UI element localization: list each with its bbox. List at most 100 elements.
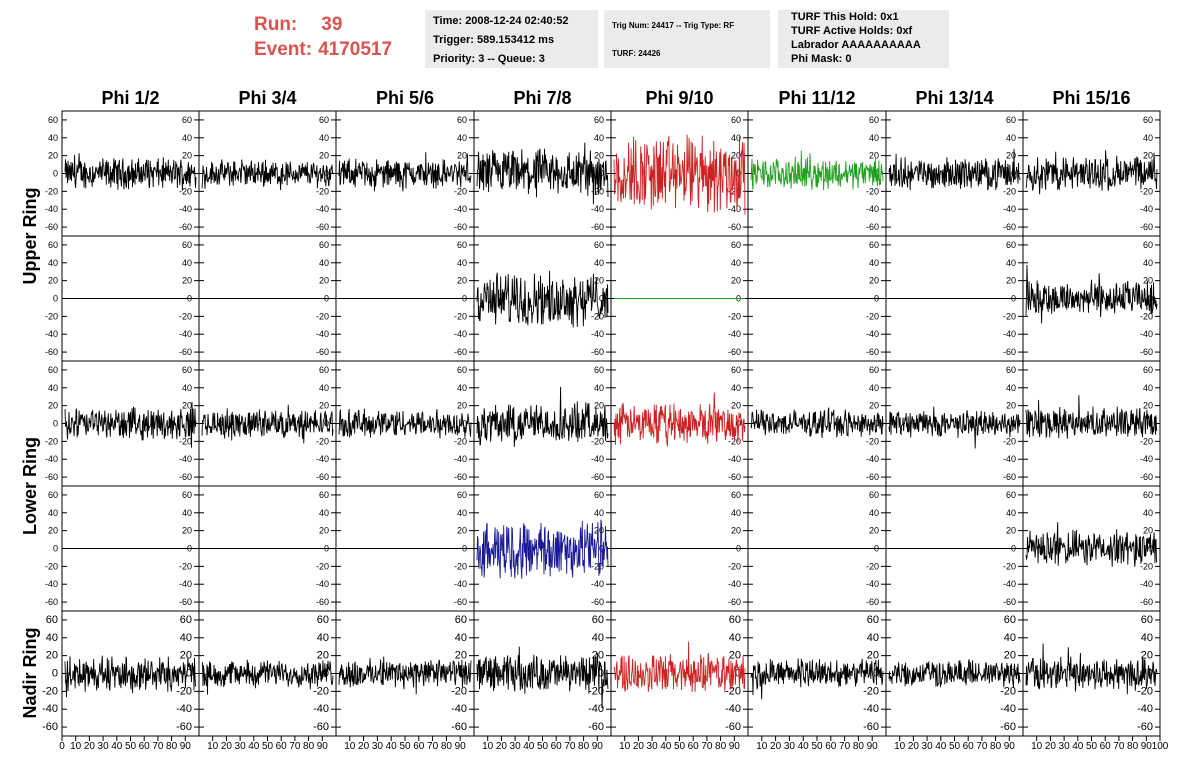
- y-tick-label: -60: [179, 222, 192, 232]
- y-tick-label: -20: [42, 685, 58, 697]
- waveform-trace: [750, 407, 884, 439]
- y-tick-label: -60: [866, 222, 879, 232]
- y-tick-label: 40: [46, 632, 58, 644]
- trig-num-text: Trig Num: 24417 -- Trig Type: RF: [612, 21, 735, 30]
- x-tick-label: 30: [235, 741, 247, 752]
- y-tick-label: 60: [731, 115, 741, 125]
- y-tick-label: 60: [1141, 614, 1153, 626]
- y-tick-label: 40: [1006, 383, 1016, 393]
- x-tick-label: 40: [111, 741, 123, 752]
- y-tick-label: -40: [591, 579, 604, 589]
- y-tick-label: -20: [451, 685, 467, 697]
- y-tick-label: -20: [176, 685, 192, 697]
- y-tick-label: -40: [1140, 329, 1153, 339]
- x-tick-label: 40: [935, 741, 947, 752]
- waveform-trace: [888, 659, 1021, 688]
- x-tick-label: 90: [1004, 741, 1016, 752]
- y-tick-label: 40: [319, 383, 329, 393]
- y-tick-label: -40: [179, 329, 192, 339]
- column-header: Phi 3/4: [238, 88, 296, 108]
- waveform-trace: [476, 646, 609, 709]
- waveform-trace: [888, 406, 1021, 449]
- y-tick-label: -40: [454, 204, 467, 214]
- y-tick-label: 20: [319, 276, 329, 286]
- waveform-trace: [750, 658, 884, 700]
- y-tick-label: -20: [1003, 561, 1016, 571]
- y-tick-label: 60: [317, 614, 329, 626]
- x-tick-label: 90: [180, 741, 192, 752]
- y-tick-label: -60: [728, 347, 741, 357]
- y-tick-label: -40: [1000, 703, 1016, 715]
- x-tick-label: 10: [1031, 741, 1043, 752]
- ring-label: Nadir Ring: [20, 627, 40, 718]
- waveform-trace: [888, 148, 1021, 191]
- y-tick-label: 20: [182, 276, 192, 286]
- x-tick-label: 100: [1152, 741, 1169, 752]
- y-tick-label: -40: [863, 703, 879, 715]
- column-header: Phi 15/16: [1052, 88, 1130, 108]
- x-tick-label: 50: [949, 741, 961, 752]
- y-tick-label: -20: [179, 186, 192, 196]
- x-tick-label: 40: [386, 741, 398, 752]
- y-tick-label: -40: [1003, 454, 1016, 464]
- x-tick-label: 70: [1113, 741, 1125, 752]
- y-tick-label: 20: [317, 650, 329, 662]
- column-header: Phi 13/14: [915, 88, 993, 108]
- y-tick-label: -40: [179, 454, 192, 464]
- y-tick-label: 60: [457, 365, 467, 375]
- y-tick-label: 40: [48, 383, 58, 393]
- y-tick-label: -40: [866, 329, 879, 339]
- y-tick-label: 20: [1143, 151, 1153, 161]
- y-tick-label: -20: [866, 436, 879, 446]
- waveform-trace: [476, 386, 609, 447]
- x-tick-label: 20: [633, 741, 645, 752]
- column-header: Phi 11/12: [778, 88, 855, 108]
- y-tick-label: -40: [454, 579, 467, 589]
- waveform-trace: [1025, 395, 1158, 439]
- x-tick-label: 30: [922, 741, 934, 752]
- y-tick-label: 60: [867, 614, 879, 626]
- y-tick-label: -20: [45, 561, 58, 571]
- y-tick-label: 20: [731, 401, 741, 411]
- x-tick-label: 80: [1127, 741, 1139, 752]
- x-tick-label: 10: [756, 741, 768, 752]
- y-tick-label: -40: [725, 703, 741, 715]
- y-tick-label: -20: [866, 186, 879, 196]
- y-tick-label: -40: [316, 204, 329, 214]
- y-tick-label: -60: [454, 222, 467, 232]
- y-tick-label: -40: [588, 703, 604, 715]
- y-tick-label: -40: [728, 579, 741, 589]
- y-tick-label: -60: [1003, 222, 1016, 232]
- y-tick-label: 0: [53, 294, 58, 304]
- y-tick-label: 60: [869, 490, 879, 500]
- x-tick-label: 50: [125, 741, 137, 752]
- y-tick-label: 40: [731, 383, 741, 393]
- y-tick-label: -20: [1003, 311, 1016, 321]
- waveform-trace: [338, 408, 472, 439]
- y-tick-label: 60: [48, 240, 58, 250]
- y-tick-label: 40: [182, 508, 192, 518]
- y-tick-label: -20: [728, 311, 741, 321]
- x-tick-label: 10: [207, 741, 219, 752]
- y-tick-label: -20: [591, 561, 604, 571]
- waveform-trace: [64, 401, 197, 448]
- y-tick-label: 20: [731, 526, 741, 536]
- panel-frame: [885, 110, 1024, 237]
- y-tick-label: -60: [591, 222, 604, 232]
- y-tick-label: 20: [48, 276, 58, 286]
- x-tick-label: 50: [674, 741, 686, 752]
- x-tick-label: 90: [729, 741, 741, 752]
- column-header: Phi 5/6: [376, 88, 434, 108]
- y-tick-label: 40: [731, 508, 741, 518]
- y-tick-label: 40: [317, 632, 329, 644]
- y-tick-label: 20: [455, 650, 467, 662]
- y-tick-label: 60: [319, 115, 329, 125]
- y-tick-label: 60: [457, 490, 467, 500]
- x-tick-label: 30: [372, 741, 384, 752]
- y-tick-label: -60: [45, 472, 58, 482]
- y-tick-label: 20: [46, 650, 58, 662]
- y-tick-label: 60: [319, 240, 329, 250]
- y-tick-label: 20: [48, 151, 58, 161]
- y-tick-label: 0: [53, 419, 58, 429]
